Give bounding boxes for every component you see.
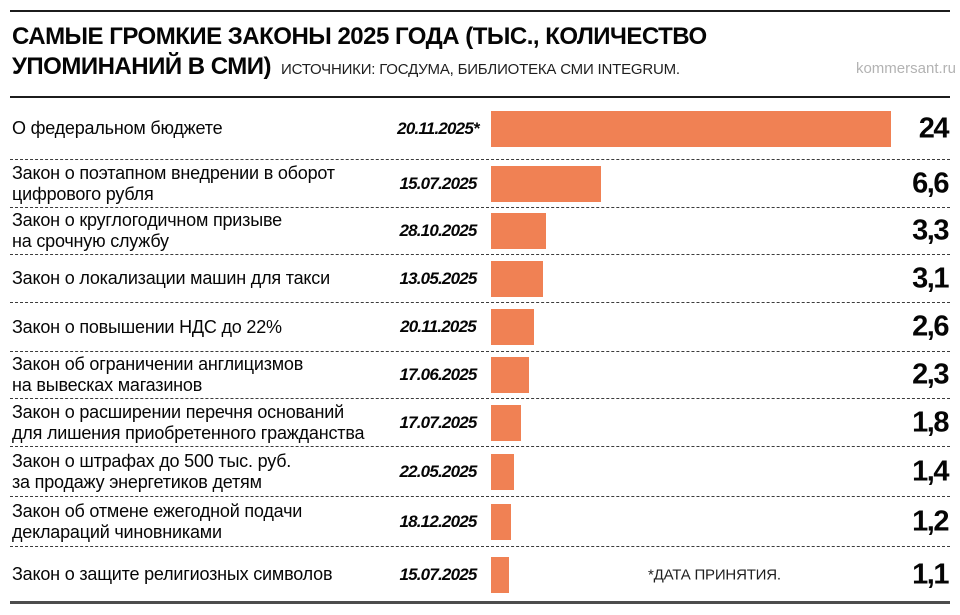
table-row: Закон о защите религиозных символов 15.0… [10,547,950,602]
bar-track [491,303,950,351]
adoption-date: 20.11.2025 [400,317,477,336]
bar-track [491,255,950,302]
table-row: Закон о штрафах до 500 тыс. руб. за прод… [10,447,950,497]
mention-bar [491,309,534,345]
chart-title-line2-text: УПОМИНАНИЙ В СМИ) [12,53,272,80]
adoption-date: 17.06.2025 [399,365,477,384]
table-row: Закон о локализации машин для такси 13.0… [10,255,950,303]
mention-count: 1,8 [912,406,949,438]
mention-count: 6,6 [912,167,949,199]
mention-bar [491,404,521,441]
site-credit: kommersant.ru [855,60,956,77]
table-row: Закон об отмене ежегодной подачи деклара… [10,497,950,547]
footnote-adoption-date: *ДАТА ПРИНЯТИЯ. [648,566,781,583]
law-name: Закон об ограничении англицизмов на выве… [12,354,304,395]
adoption-date: 15.07.2025 [399,173,477,193]
mention-bar [491,260,543,297]
mention-count: 3,1 [912,262,949,294]
adoption-date: 28.10.2025 [399,221,477,240]
mention-count: 1,4 [912,455,949,487]
mention-bar [491,357,529,393]
mention-count: 2,3 [912,358,949,391]
law-name: Закон о круглогодичном призыве на срочну… [12,210,282,251]
bar-track [491,98,950,159]
law-name: Закон о защите религиозных символов [12,564,333,584]
bar-chart: О федеральном бюджете 20.11.2025* 24 Зак… [10,98,950,602]
adoption-date: 18.12.2025 [399,511,477,531]
mention-bar [491,503,511,540]
chart-header: САМЫЕ ГРОМКИЕ ЗАКОНЫ 2025 ГОДА (ТЫС., КО… [12,22,950,85]
mention-bar [491,165,601,202]
adoption-date: 20.11.2025* [397,118,479,138]
bar-track [491,352,950,398]
law-name: Закон о расширении перечня оснований для… [12,401,365,443]
mention-bar [491,110,891,147]
chart-title-line1: САМЫЕ ГРОМКИЕ ЗАКОНЫ 2025 ГОДА (ТЫС., КО… [12,23,707,50]
adoption-date: 17.07.2025 [399,412,477,432]
table-row: Закон о круглогодичном призыве на срочну… [10,208,950,255]
mention-bar [491,213,546,249]
law-name: Закон о локализации машин для такси [12,268,330,288]
mention-bar [491,453,514,490]
adoption-date: 22.05.2025 [399,461,477,481]
mention-count: 1,1 [912,558,949,590]
header-rule [10,96,950,98]
bar-track [491,547,950,602]
bar-track [491,208,950,254]
adoption-date: 13.05.2025 [399,268,477,288]
law-name: Закон о поэтапном внедрении в оборот циф… [12,162,335,204]
bar-track [491,447,950,496]
table-row: Закон о расширении перечня оснований для… [10,399,950,447]
table-row: Закон о поэтапном внедрении в оборот циф… [10,160,950,208]
table-row: О федеральном бюджете 20.11.2025* 24 [10,98,950,160]
chart-title-line2: УПОМИНАНИЙ В СМИ) ИСТОЧНИКИ: ГОСДУМА, БИБ… [12,52,950,85]
bar-track [491,497,950,546]
bottom-rule [10,601,950,604]
mention-count: 24 [918,112,950,144]
adoption-date: 15.07.2025 [399,564,477,584]
sources-label: ИСТОЧНИКИ: ГОСДУМА, БИБЛИОТЕКА СМИ INTEG… [281,61,680,78]
bar-track [491,399,950,446]
law-name: Закон о штрафах до 500 тыс. руб. за прод… [12,450,292,492]
mention-count: 2,6 [912,310,949,343]
bar-track [491,160,950,207]
table-row: Закон о повышении НДС до 22% 20.11.2025 … [10,303,950,352]
law-name: Закон об отмене ежегодной подачи деклара… [12,500,303,542]
mention-bar [491,556,509,593]
law-name: О федеральном бюджете [12,118,223,138]
law-name: Закон о повышении НДС до 22% [12,316,282,337]
table-row: Закон об ограничении англицизмов на выве… [10,352,950,399]
mention-count: 1,2 [912,505,949,537]
mention-count: 3,3 [912,214,949,247]
top-rule [10,10,950,12]
